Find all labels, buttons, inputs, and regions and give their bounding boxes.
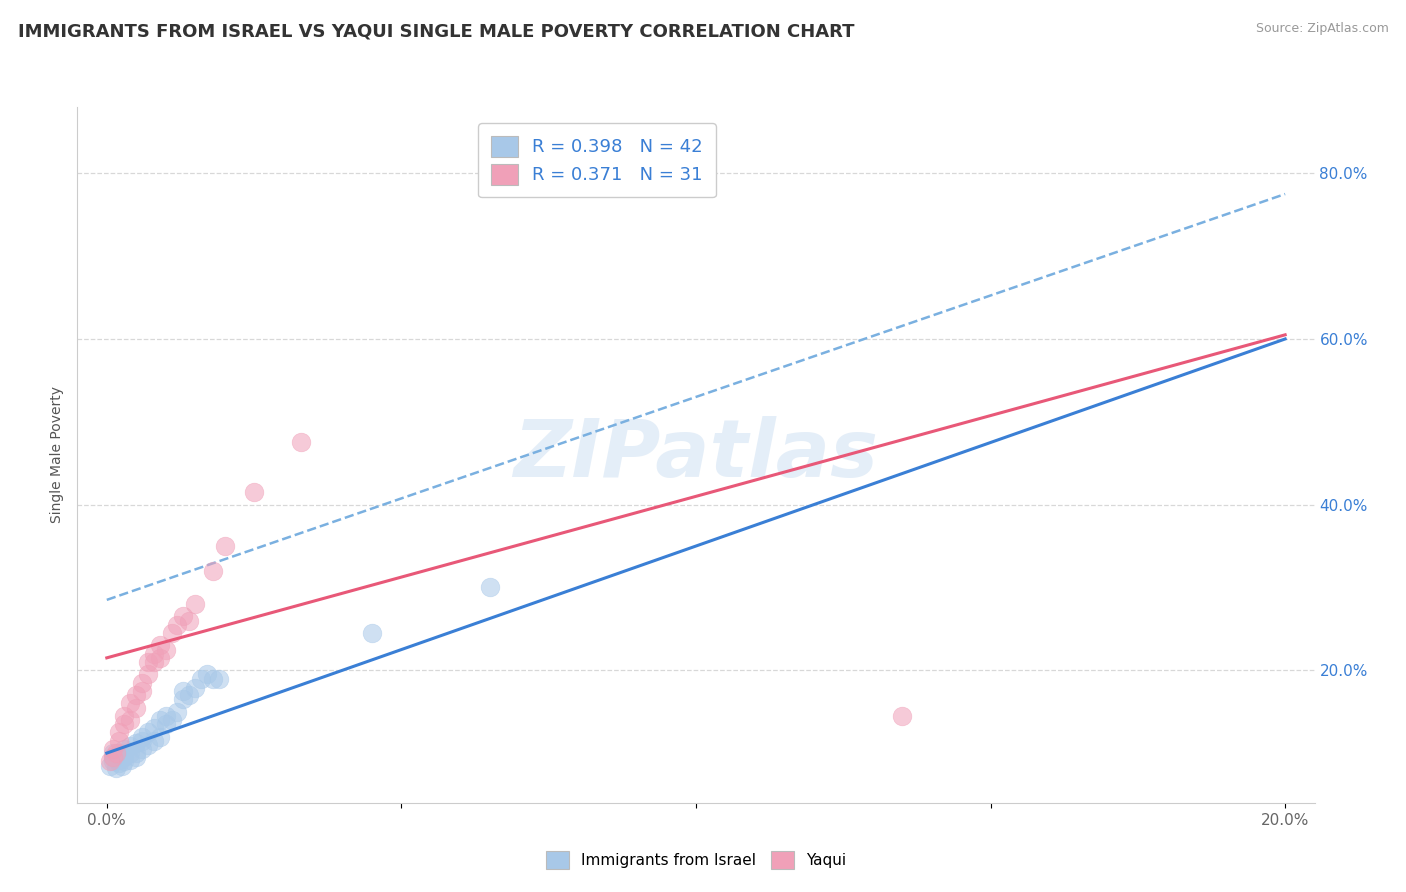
Point [155,717,177,731]
Point [478,581,501,595]
Point [172,684,194,698]
Point [149,651,172,665]
Point [125,700,148,714]
Point [142,733,165,747]
Point [160,626,183,640]
Point [149,730,172,744]
Point [110,758,132,772]
Point [98,758,121,772]
Point [361,626,384,640]
Point [195,667,218,681]
Point [136,655,159,669]
Point [107,753,129,767]
Point [98,755,121,769]
Point [184,681,207,696]
Point [172,609,194,624]
Point [114,717,136,731]
Point [107,725,129,739]
Point [243,485,266,500]
Point [155,708,177,723]
Point [120,753,142,767]
Point [104,746,127,760]
Point [891,708,914,723]
Point [290,435,312,450]
Point [142,655,165,669]
Point [125,688,148,702]
Point [107,733,129,747]
Point [136,738,159,752]
Point [101,742,124,756]
Point [142,721,165,735]
Point [114,708,136,723]
Point [101,746,124,760]
Point [125,736,148,750]
Point [142,647,165,661]
Point [166,705,188,719]
Point [179,688,201,702]
Point [149,713,172,727]
Point [120,746,142,760]
Point [136,667,159,681]
Point [184,597,207,611]
Point [104,761,127,775]
Text: Source: ZipAtlas.com: Source: ZipAtlas.com [1256,22,1389,36]
Point [149,639,172,653]
Point [120,697,142,711]
Point [166,617,188,632]
Point [208,672,231,686]
Point [160,713,183,727]
Point [172,692,194,706]
Point [131,742,153,756]
Point [131,675,153,690]
Point [131,684,153,698]
Point [101,750,124,764]
Point [131,733,153,747]
Legend: Immigrants from Israel, Yaqui: Immigrants from Israel, Yaqui [540,846,852,875]
Point [114,742,136,756]
Point [120,713,142,727]
Point [125,746,148,760]
Point [201,672,224,686]
Point [114,755,136,769]
Point [107,746,129,760]
Point [114,746,136,760]
Point [179,614,201,628]
Point [114,750,136,764]
Text: IMMIGRANTS FROM ISRAEL VS YAQUI SINGLE MALE POVERTY CORRELATION CHART: IMMIGRANTS FROM ISRAEL VS YAQUI SINGLE M… [18,22,855,40]
Text: ZIPatlas: ZIPatlas [513,416,879,494]
Point [214,539,236,553]
Point [136,725,159,739]
Y-axis label: Single Male Poverty: Single Male Poverty [51,386,65,524]
Point [131,730,153,744]
Point [120,739,142,754]
Point [107,756,129,770]
Point [201,564,224,578]
Point [101,755,124,769]
Point [125,750,148,764]
Point [155,642,177,657]
Point [101,750,124,764]
Point [190,672,212,686]
